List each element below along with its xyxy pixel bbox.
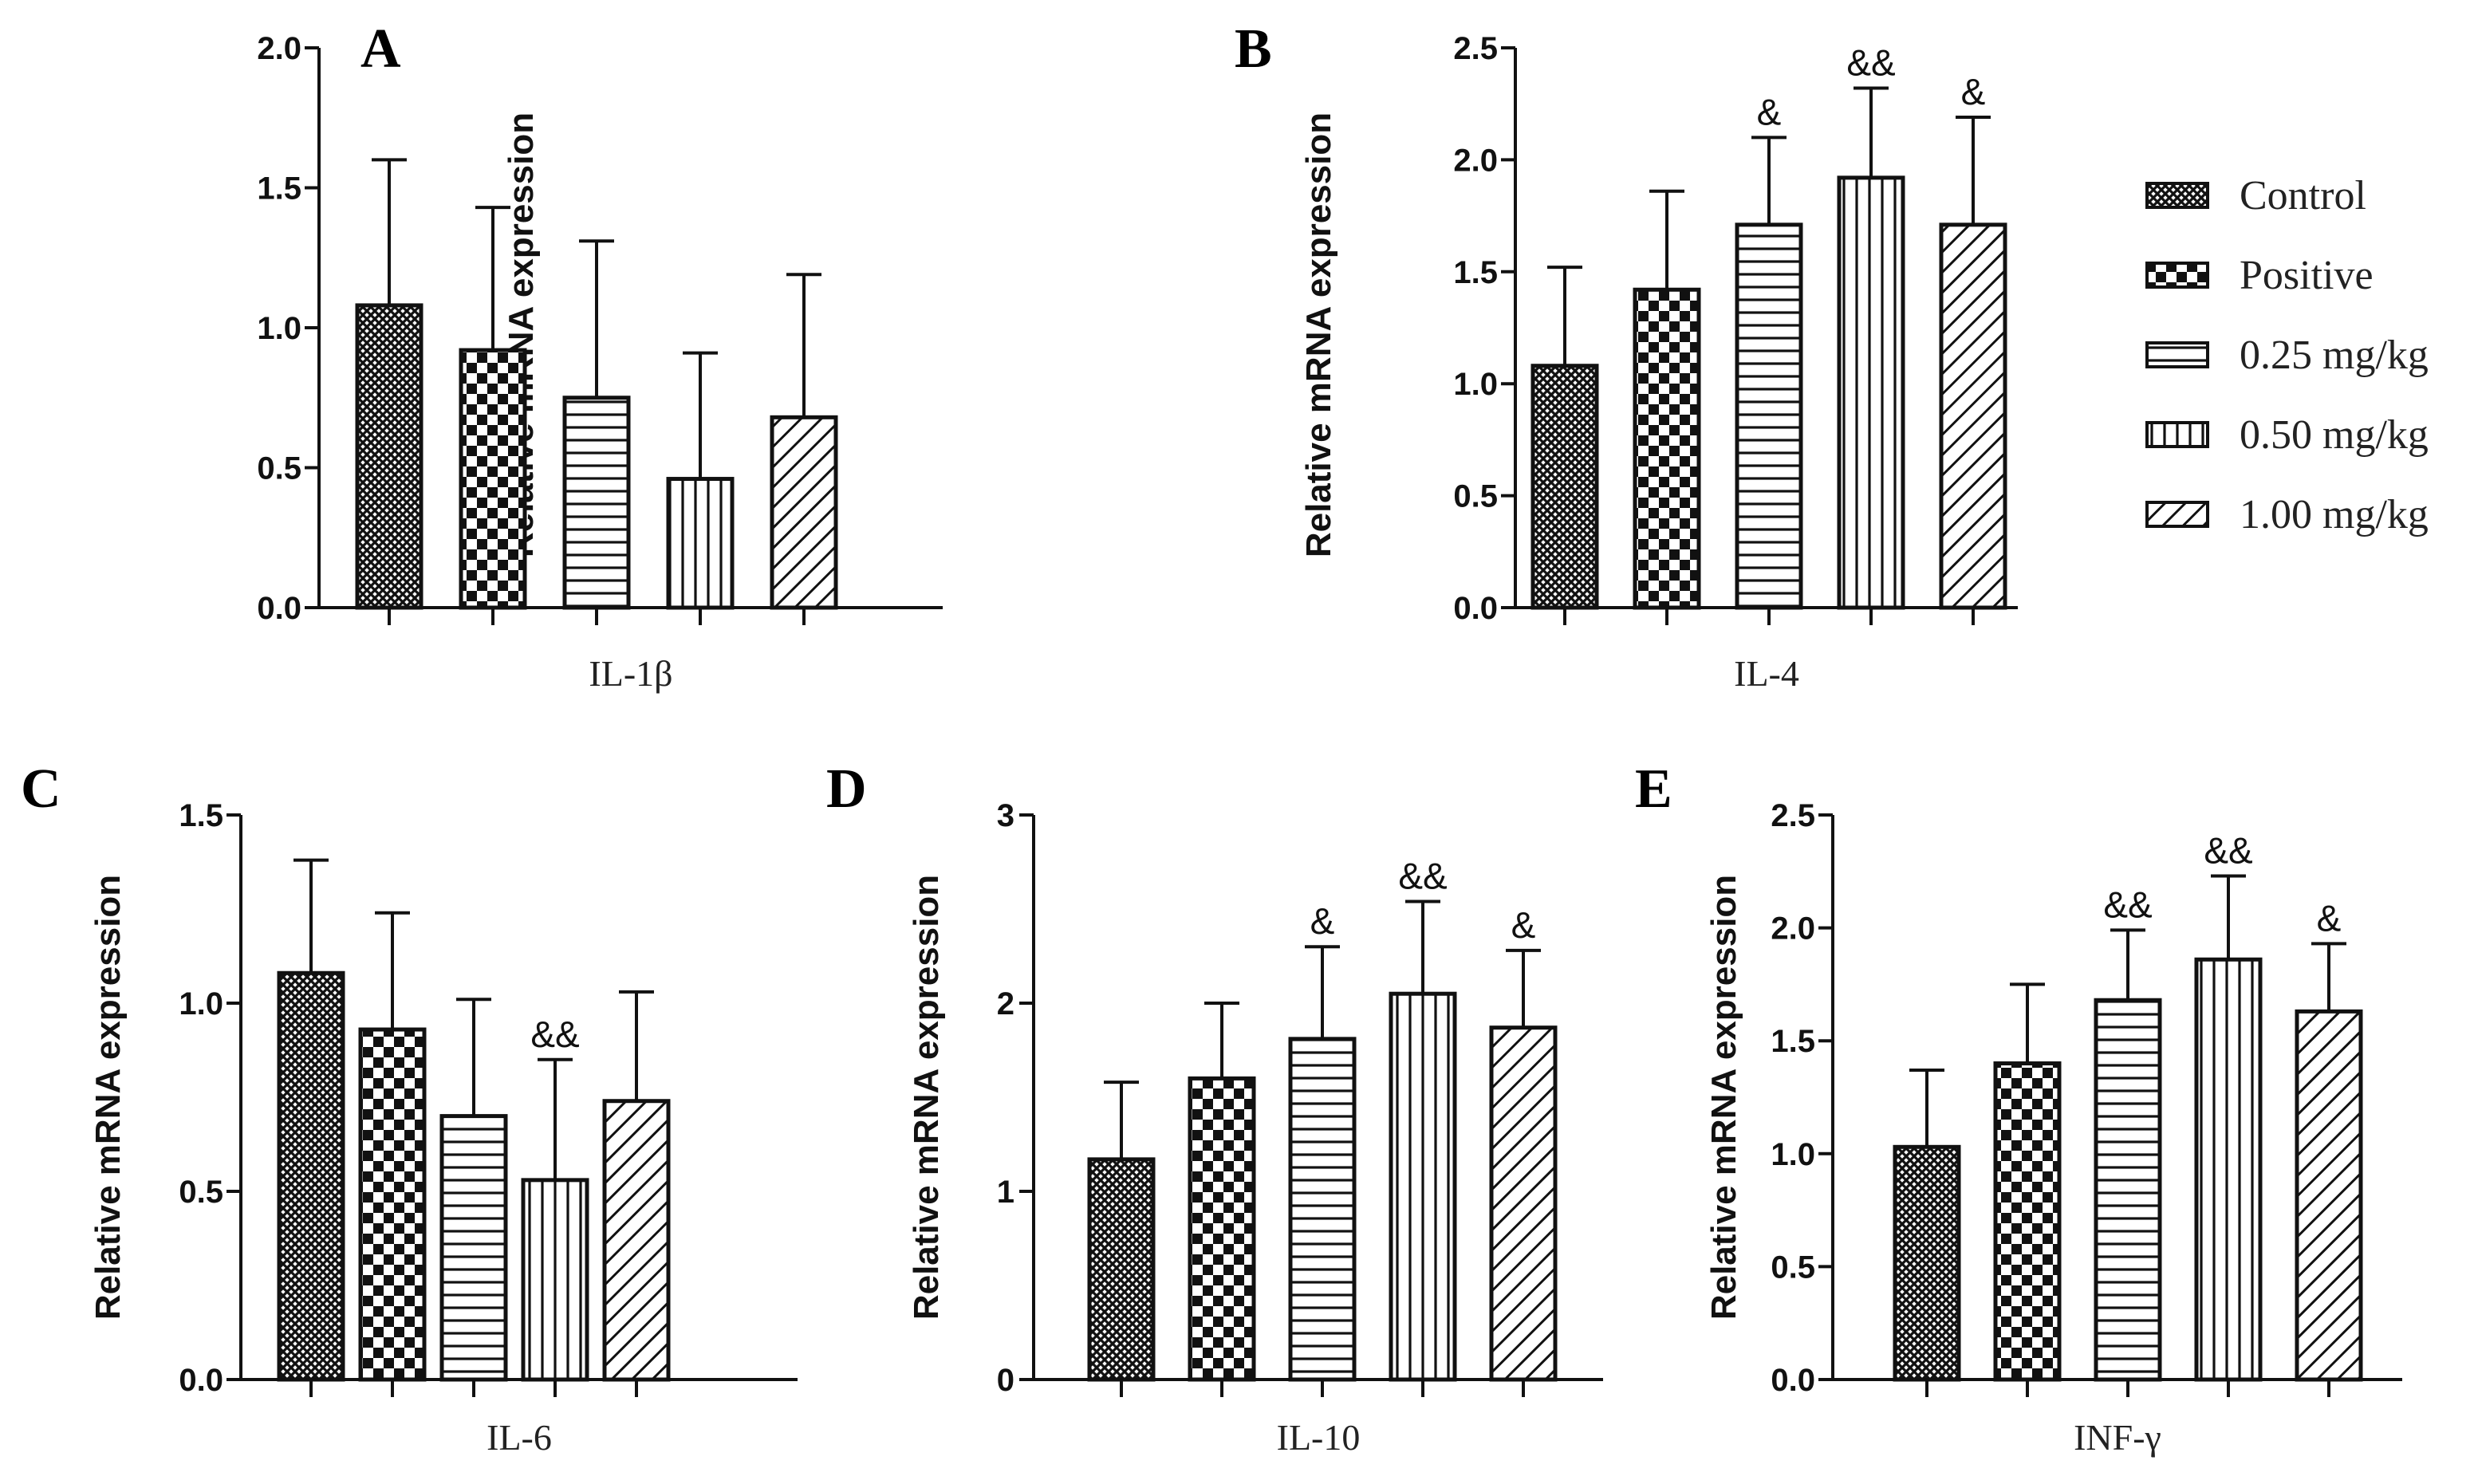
legend-swatch-control — [2145, 182, 2209, 209]
legend-item-0-50: 0.50 mg/kg — [2145, 395, 2464, 474]
y-tick-label-a-1: 0.5 — [257, 451, 301, 486]
bar-b-0-25-mg-kg — [1735, 222, 1803, 610]
bar-d-0-25-mg-kg — [1288, 1037, 1357, 1382]
legend-label-0-50: 0.50 mg/kg — [2240, 411, 2429, 458]
y-tick-label-d-1: 1 — [997, 1175, 1014, 1210]
legend-swatch-positive — [2145, 262, 2209, 289]
bar-d-control — [1087, 1157, 1156, 1382]
significance-b-1-00-mg-kg: & — [1961, 71, 1986, 112]
y-tick-label-a-3: 1.5 — [257, 171, 301, 207]
y-tick-label-b-2: 1.0 — [1453, 367, 1498, 402]
y-axis-title-e: Relative mRNA expression — [1704, 875, 1743, 1320]
y-tick-label-d-0: 0 — [997, 1363, 1014, 1398]
bar-d-positive — [1188, 1076, 1256, 1382]
y-tick-label-d-3: 3 — [997, 798, 1014, 833]
bar-b-positive — [1633, 287, 1701, 610]
y-tick-label-c-3: 1.5 — [179, 798, 223, 833]
y-tick-label-e-2: 1.0 — [1771, 1137, 1815, 1172]
significance-c-0-50-mg-kg: && — [530, 1014, 579, 1055]
bar-e-0-25-mg-kg — [2094, 998, 2162, 1382]
bar-d-0-50-mg-kg — [1389, 991, 1457, 1382]
legend-swatch-0-25 — [2145, 341, 2209, 368]
y-tick-label-e-1: 0.5 — [1771, 1250, 1815, 1285]
significance-d-0-50-mg-kg: && — [1398, 856, 1447, 897]
panel-letter-d: D — [826, 758, 867, 820]
bar-a-positive — [459, 348, 527, 610]
legend-item-1-00: 1.00 mg/kg — [2145, 474, 2464, 554]
bar-e-positive — [1993, 1061, 2062, 1382]
panel-letter-a: A — [360, 18, 401, 80]
y-tick-label-e-0: 0.0 — [1771, 1363, 1815, 1398]
y-tick-label-b-1: 0.5 — [1453, 479, 1498, 514]
legend-item-control: Control — [2145, 155, 2464, 235]
y-tick-label-b-3: 1.5 — [1453, 255, 1498, 290]
y-tick-label-a-4: 2.0 — [257, 31, 301, 66]
x-axis-label-c: IL-6 — [487, 1417, 552, 1458]
bar-b-1-00-mg-kg — [1939, 222, 2007, 610]
significance-e-0-25-mg-kg: && — [2103, 884, 2152, 925]
legend: Control Positive 0.25 mg/kg 0.50 mg/kg 1… — [2145, 155, 2464, 554]
x-axis-label-b: IL-4 — [1734, 653, 1799, 694]
panel-letter-b: B — [1235, 18, 1272, 80]
y-tick-label-c-2: 1.0 — [179, 986, 223, 1021]
y-tick-label-e-4: 2.0 — [1771, 911, 1815, 947]
legend-label-0-25: 0.25 mg/kg — [2240, 332, 2429, 378]
bar-a-control — [355, 303, 423, 610]
bar-c-positive — [358, 1027, 427, 1382]
bar-b-0-50-mg-kg — [1837, 175, 1905, 610]
bar-a-1-00-mg-kg — [770, 415, 838, 610]
bar-e-control — [1893, 1144, 1961, 1382]
y-tick-label-e-3: 1.5 — [1771, 1024, 1815, 1059]
legend-swatch-1-00 — [2145, 501, 2209, 528]
bar-c-0-50-mg-kg — [521, 1178, 589, 1382]
y-axis-title-b: Relative mRNA expression — [1299, 112, 1338, 557]
significance-b-0-25-mg-kg: & — [1757, 91, 1782, 132]
significance-d-1-00-mg-kg: & — [1511, 904, 1536, 946]
bar-b-control — [1530, 364, 1599, 610]
x-axis-label-e: INF-γ — [2074, 1417, 2161, 1458]
bar-d-1-00-mg-kg — [1489, 1025, 1558, 1382]
y-tick-label-b-5: 2.5 — [1453, 31, 1498, 66]
y-tick-label-e-5: 2.5 — [1771, 798, 1815, 833]
y-tick-label-b-4: 2.0 — [1453, 143, 1498, 178]
panel-b: 0.0 0.5 1.0 1.5 2.0 2.5 Relative mRNA expressi… — [1299, 31, 2018, 694]
panel-e: 0.0 0.5 1.0 1.5 2.0 2.5 Relative mRNA expressi… — [1704, 798, 2402, 1458]
significance-e-0-50-mg-kg: && — [2204, 829, 2252, 871]
legend-swatch-0-50 — [2145, 421, 2209, 448]
significance-b-0-50-mg-kg: && — [1846, 42, 1895, 84]
y-tick-label-a-2: 1.0 — [257, 311, 301, 346]
panel-letter-c: C — [21, 758, 61, 820]
legend-label-control: Control — [2240, 172, 2366, 218]
legend-item-positive: Positive — [2145, 235, 2464, 315]
bar-c-1-00-mg-kg — [602, 1099, 671, 1382]
legend-label-positive: Positive — [2240, 252, 2374, 298]
y-axis-title-d: Relative mRNA expression — [907, 875, 946, 1320]
y-tick-label-c-0: 0.0 — [179, 1363, 223, 1398]
panel-letter-e: E — [1635, 758, 1672, 820]
significance-e-1-00-mg-kg: & — [2317, 897, 2342, 939]
significance-d-0-25-mg-kg: & — [1310, 900, 1335, 942]
y-tick-label-c-1: 0.5 — [179, 1175, 223, 1210]
x-axis-label-d: IL-10 — [1277, 1417, 1361, 1458]
bar-c-control — [277, 970, 345, 1382]
y-tick-label-b-0: 0.0 — [1453, 591, 1498, 626]
y-tick-label-a-0: 0.0 — [257, 591, 301, 626]
bar-a-0-25-mg-kg — [562, 396, 631, 610]
y-tick-label-d-2: 2 — [997, 986, 1014, 1021]
bar-e-1-00-mg-kg — [2295, 1009, 2363, 1382]
bar-c-0-25-mg-kg — [439, 1114, 508, 1382]
y-axis-title-c: Relative mRNA expression — [89, 875, 128, 1320]
panel-c: 0.0 0.5 1.0 1.5 Relative mRNA expression IL-6… — [89, 798, 798, 1458]
x-axis-label-a: IL-1β — [589, 653, 672, 694]
legend-item-0-25: 0.25 mg/kg — [2145, 315, 2464, 395]
bar-a-0-50-mg-kg — [666, 477, 735, 610]
legend-label-1-00: 1.00 mg/kg — [2240, 491, 2429, 537]
bar-e-0-50-mg-kg — [2194, 957, 2263, 1382]
